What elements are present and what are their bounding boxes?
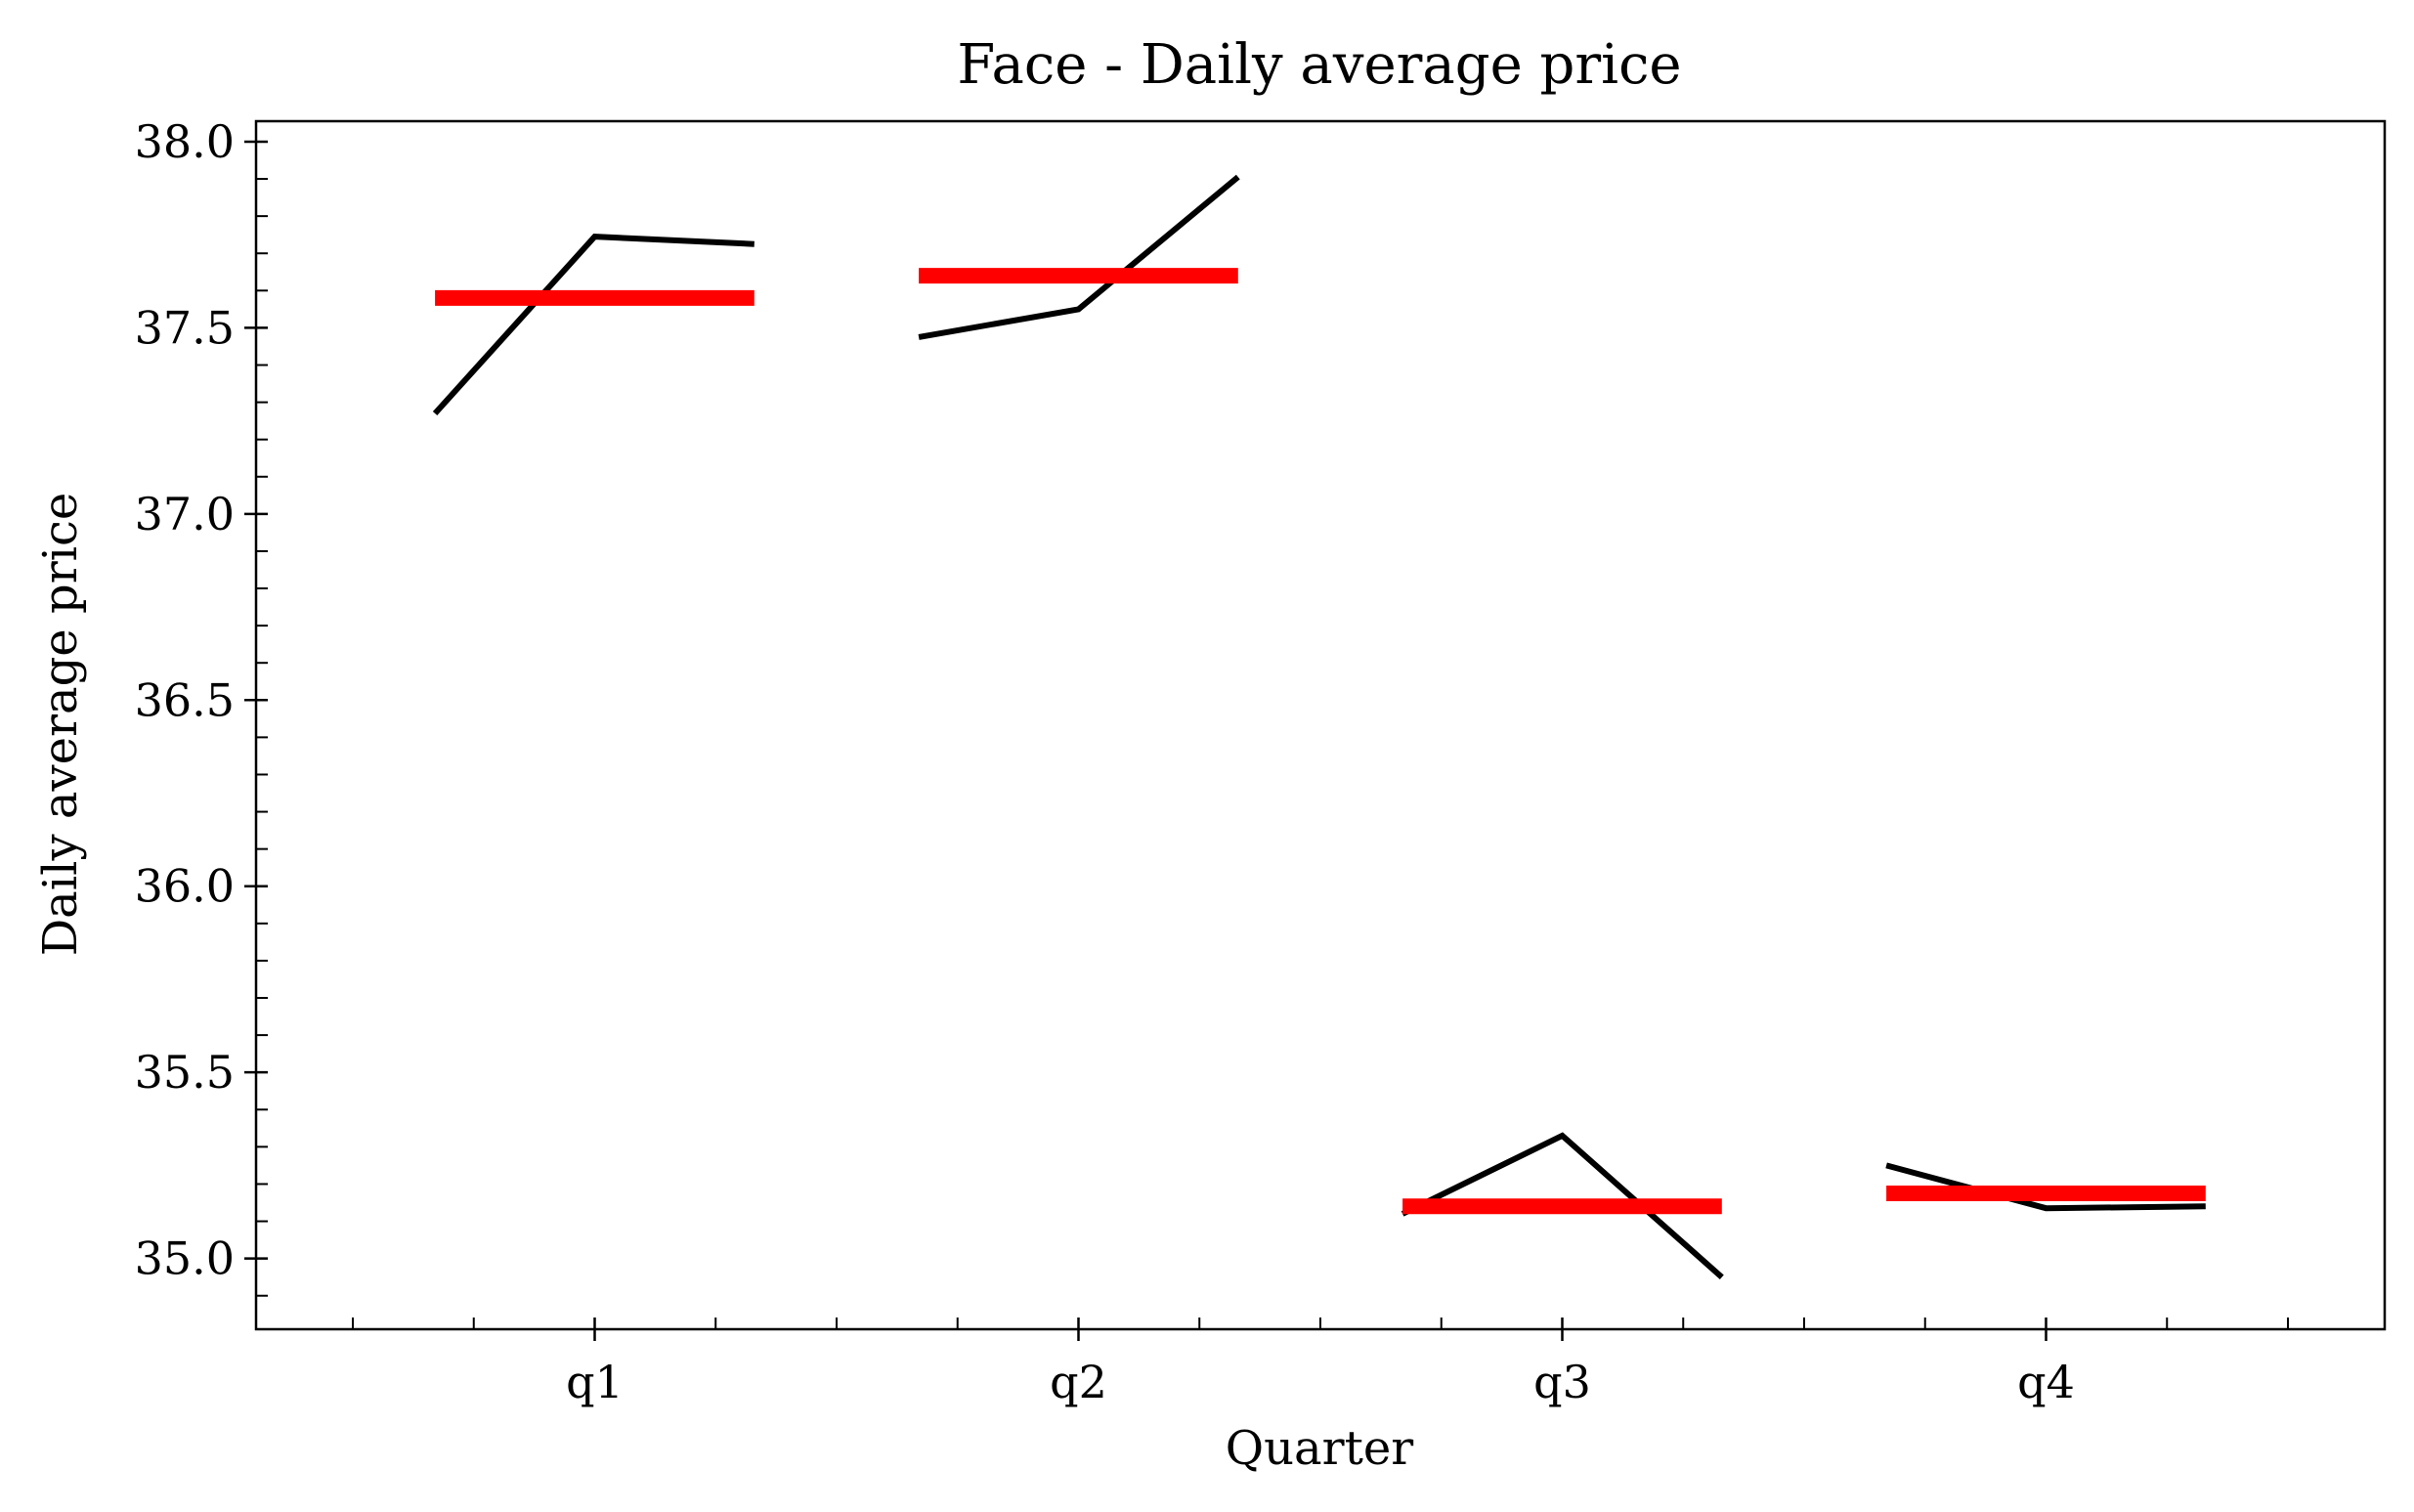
y-tick-label: 36.0 xyxy=(135,860,235,913)
y-axis-label: Daily average price xyxy=(33,493,88,957)
x-tick-label: q1 xyxy=(566,1356,624,1408)
price-line-q2 xyxy=(918,174,1240,340)
y-tick-label: 36.5 xyxy=(135,673,235,726)
y-tick-label: 38.0 xyxy=(135,115,235,168)
y-tick-label: 35.5 xyxy=(135,1046,235,1099)
x-axis-label: Quarter xyxy=(1226,1421,1414,1476)
price-line-q3 xyxy=(1401,1132,1724,1279)
x-tick-label: q2 xyxy=(1050,1356,1107,1408)
y-tick-label: 37.5 xyxy=(135,301,235,354)
x-tick-label: q4 xyxy=(2017,1356,2075,1408)
y-tick-label: 37.0 xyxy=(135,488,235,540)
plot-area: 35.0 35.5 36.0 36.5 37.0 37.5 38.0 q1 q2 q3 q4 xyxy=(135,115,2387,1408)
x-tick-label: q3 xyxy=(1533,1356,1591,1408)
price-line-q4 xyxy=(1885,1162,2206,1212)
y-tick-label: 35.0 xyxy=(135,1232,235,1285)
chart-title: Face - Daily average price xyxy=(957,33,1681,97)
price-line-q1 xyxy=(432,234,754,416)
